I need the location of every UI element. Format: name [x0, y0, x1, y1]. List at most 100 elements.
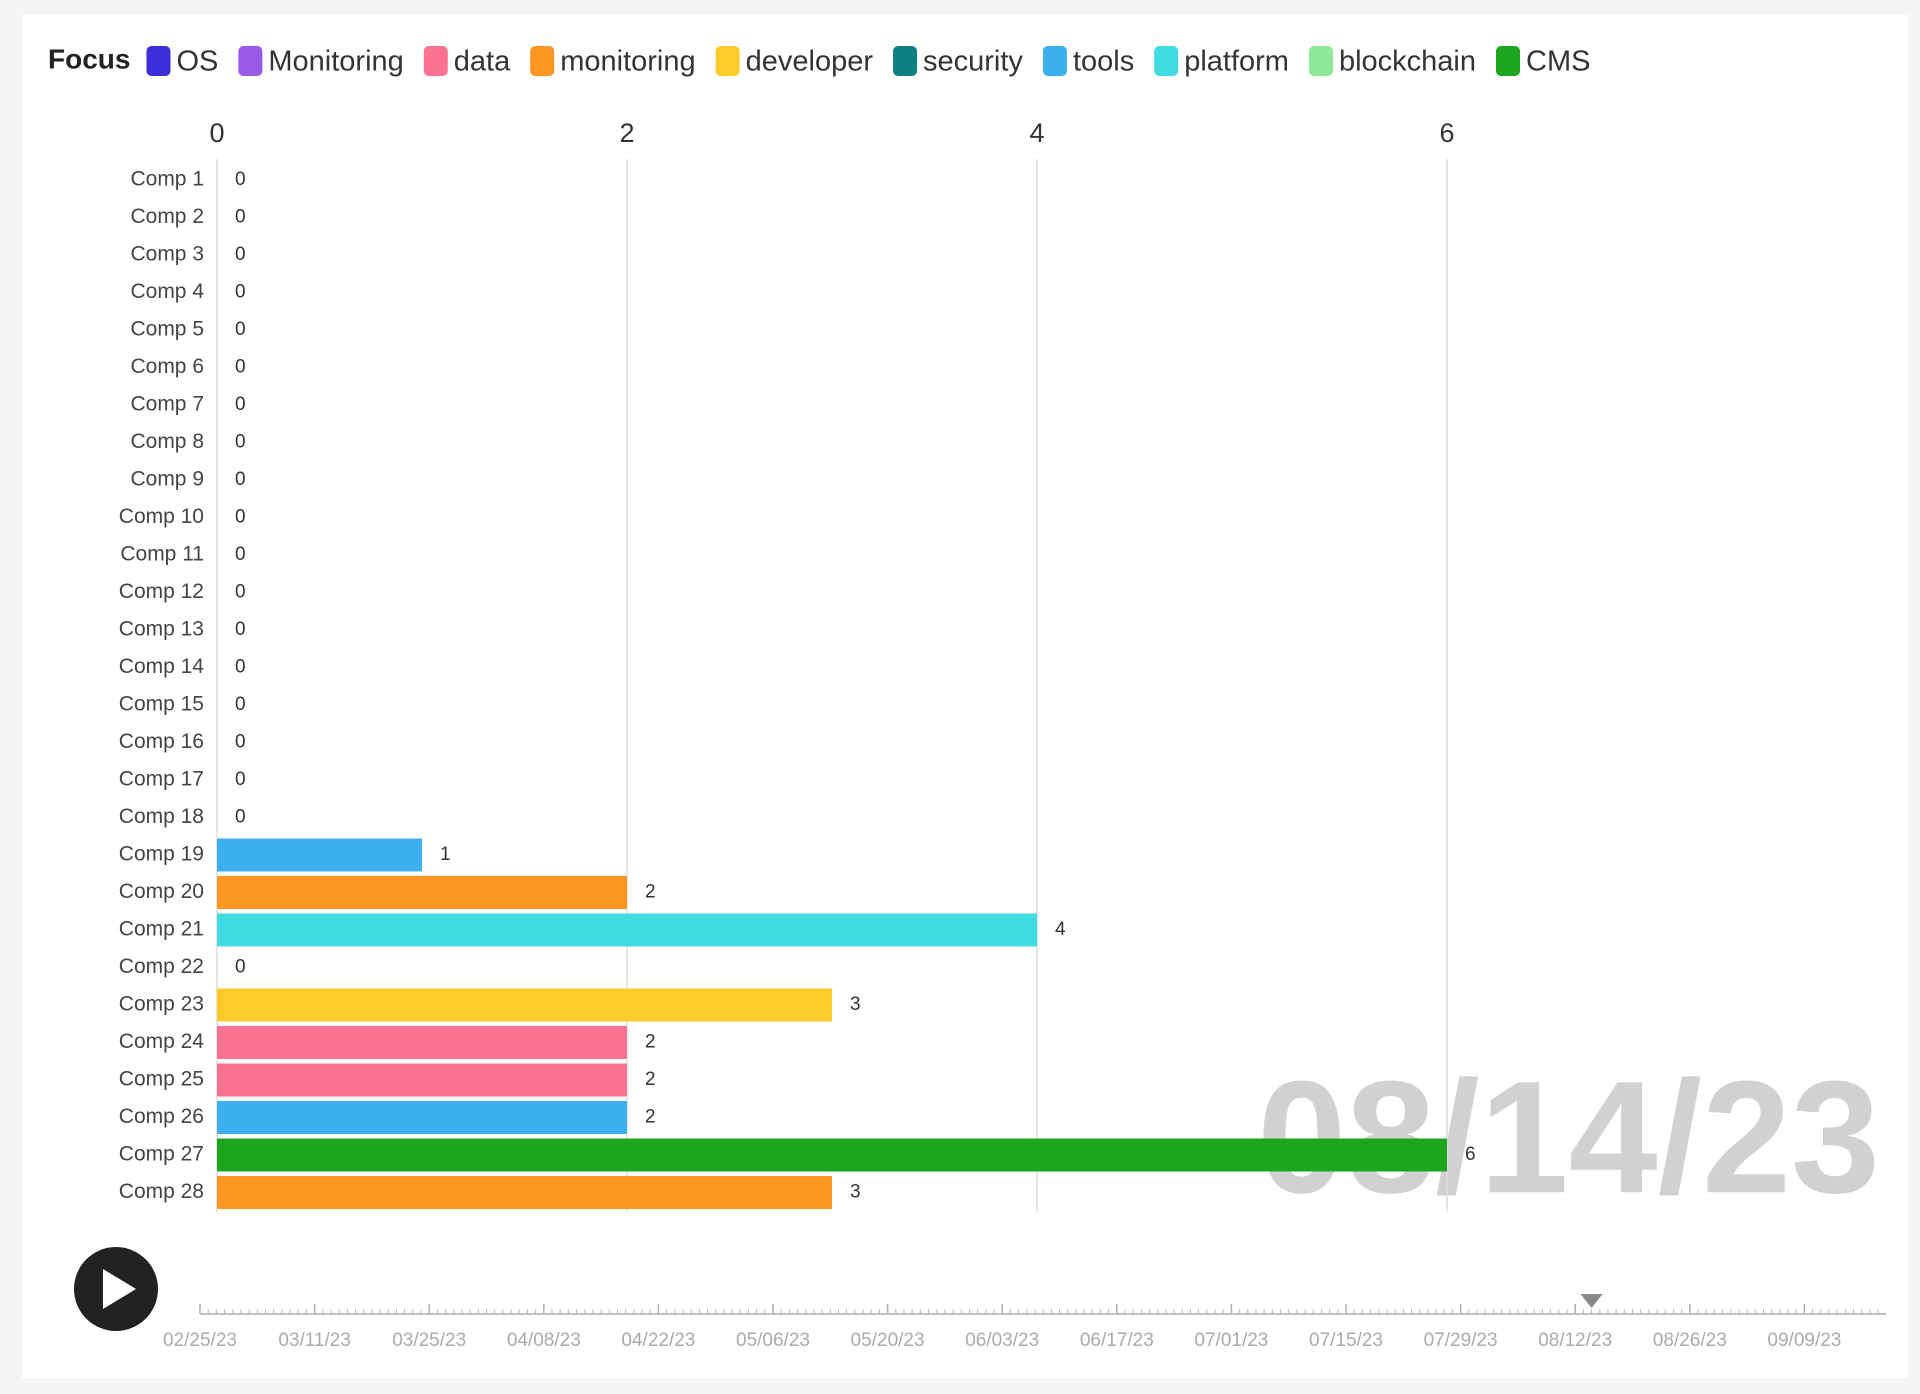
category-label: Comp 4 [130, 280, 204, 303]
legend-swatch [238, 46, 263, 76]
value-label: 4 [1055, 919, 1066, 940]
value-label: 0 [235, 469, 246, 490]
timeline-label: 08/26/23 [1653, 1330, 1727, 1351]
value-label: 3 [850, 994, 861, 1015]
timeline-label: 03/11/23 [278, 1330, 351, 1351]
value-label: 0 [235, 807, 246, 828]
value-label: 0 [235, 732, 246, 753]
category-label: Comp 7 [130, 393, 204, 416]
value-label: 0 [235, 582, 246, 603]
bar [217, 1176, 832, 1209]
legend-label: data [454, 46, 511, 78]
legend-label: monitoring [560, 46, 695, 78]
legend-label: platform [1184, 46, 1289, 78]
legend-label: CMS [1526, 46, 1590, 78]
legend-swatch [715, 46, 740, 76]
x-tick-label: 6 [1439, 118, 1454, 148]
value-label: 0 [235, 244, 246, 265]
value-label: 3 [850, 1182, 861, 1203]
timeline-label: 07/15/23 [1309, 1330, 1383, 1351]
category-label: Comp 8 [130, 430, 204, 453]
category-label: Comp 12 [119, 580, 204, 603]
play-icon[interactable] [103, 1269, 136, 1309]
timeline-label: 05/20/23 [851, 1330, 925, 1351]
legend-label: tools [1073, 46, 1134, 78]
timeline-label: 05/06/23 [736, 1330, 810, 1351]
value-label: 0 [235, 507, 246, 528]
category-label: Comp 10 [119, 505, 204, 528]
timeline-label: 03/25/23 [392, 1330, 466, 1351]
value-label: 2 [645, 1107, 656, 1128]
legend-swatch [146, 46, 171, 76]
value-label: 0 [235, 657, 246, 678]
category-label: Comp 1 [130, 168, 204, 191]
value-label: 0 [235, 957, 246, 978]
value-label: 0 [235, 432, 246, 453]
legend-label: developer [746, 46, 874, 78]
timeline-label: 04/22/23 [621, 1330, 695, 1351]
legend-label: OS [176, 46, 218, 78]
timeline-label: 06/03/23 [965, 1330, 1039, 1351]
value-label: 0 [235, 544, 246, 565]
category-label: Comp 15 [119, 693, 204, 716]
legend-swatch [530, 46, 555, 76]
bar [217, 913, 1037, 947]
legend-swatch [423, 46, 448, 76]
value-label: 6 [1465, 1144, 1476, 1165]
timeline-label: 02/25/23 [163, 1330, 237, 1351]
value-label: 2 [645, 1069, 656, 1090]
legend-label: blockchain [1339, 46, 1476, 78]
value-label: 0 [235, 207, 246, 228]
legend-swatch [1308, 46, 1333, 76]
legend-swatch [1496, 46, 1520, 76]
category-label: Comp 17 [119, 768, 204, 791]
category-label: Comp 19 [119, 843, 204, 866]
category-label: Comp 23 [119, 993, 204, 1016]
timeline-label: 07/29/23 [1424, 1330, 1498, 1351]
category-label: Comp 11 [120, 543, 204, 566]
value-label: 0 [235, 619, 246, 640]
value-label: 2 [645, 1032, 656, 1053]
bar [217, 1063, 627, 1097]
value-label: 0 [235, 694, 246, 715]
timeline-label: 06/17/23 [1080, 1330, 1154, 1351]
bar [217, 988, 832, 1022]
bar [217, 838, 422, 872]
play-button[interactable] [74, 1247, 158, 1331]
category-label: Comp 22 [119, 955, 204, 978]
value-label: 2 [645, 882, 656, 903]
category-label: Comp 2 [130, 205, 204, 228]
legend-swatch [1154, 46, 1179, 76]
timeline-label: 09/09/23 [1767, 1330, 1841, 1351]
legend-swatch [1042, 46, 1067, 76]
category-label: Comp 6 [130, 355, 204, 378]
legend-label: security [923, 46, 1023, 78]
category-label: Comp 13 [119, 618, 204, 641]
category-label: Comp 18 [119, 805, 204, 828]
category-label: Comp 21 [119, 918, 204, 941]
legend-swatch [893, 46, 918, 76]
value-label: 0 [235, 319, 246, 340]
category-label: Comp 26 [119, 1105, 204, 1128]
bar [217, 876, 627, 909]
legend-label: Monitoring [268, 46, 403, 78]
timeline-label: 04/08/23 [507, 1330, 581, 1351]
value-label: 0 [235, 282, 246, 303]
timeline-label: 07/01/23 [1194, 1330, 1268, 1351]
bar [217, 1138, 1447, 1172]
category-label: Comp 5 [130, 318, 204, 341]
value-label: 0 [235, 394, 246, 415]
category-label: Comp 27 [119, 1143, 204, 1166]
bar [217, 1026, 627, 1059]
date-watermark: 08/14/23 [1257, 1047, 1880, 1226]
category-label: Comp 25 [119, 1068, 204, 1091]
value-label: 0 [235, 357, 246, 378]
category-label: Comp 3 [130, 243, 204, 266]
bar [217, 1101, 627, 1134]
timeline-marker [1580, 1294, 1603, 1308]
x-tick-label: 0 [209, 118, 224, 148]
value-label: 0 [235, 769, 246, 790]
category-label: Comp 16 [119, 730, 204, 753]
category-label: Comp 28 [119, 1180, 204, 1203]
